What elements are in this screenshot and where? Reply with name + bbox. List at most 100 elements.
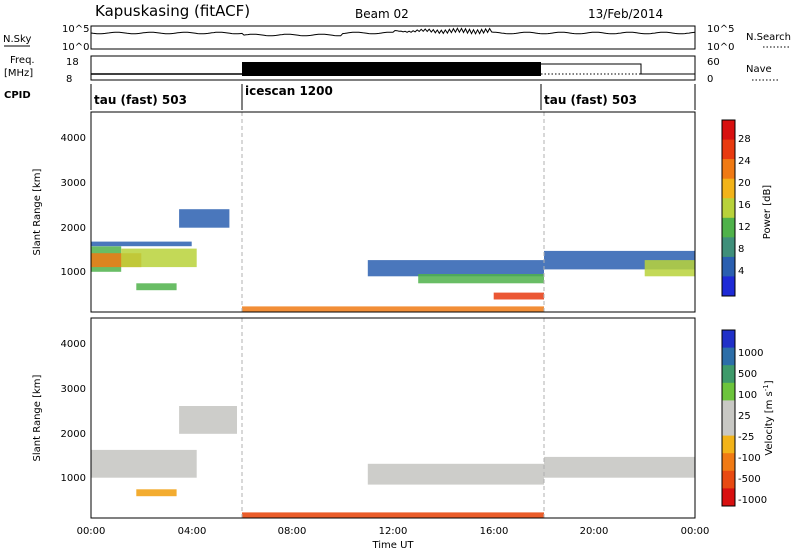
freq-panel: Freq. [MHz] 18 8 60 0 Nave xyxy=(4,55,780,85)
nsky-trace xyxy=(90,27,696,37)
vel-cbar-swatch-6 xyxy=(722,435,735,454)
vel-cbar-tick-m500: -500 xyxy=(738,474,761,485)
vel-cbar-swatch-4 xyxy=(722,400,735,419)
xtick-3: 12:00 xyxy=(379,526,408,537)
velocity-band-3 xyxy=(367,463,544,485)
vel-cbar-swatch-2 xyxy=(722,365,735,384)
power-cbar-frame xyxy=(721,119,736,297)
vel-cbar-tick-25: 25 xyxy=(738,411,751,422)
vel-cbar-tick-m25: -25 xyxy=(738,432,754,443)
cpid-label: CPID xyxy=(4,90,31,101)
velocity-ytick-2000: 2000 xyxy=(61,429,86,440)
power-frame xyxy=(90,111,696,313)
xtick-1: 04:00 xyxy=(178,526,207,537)
vel-cbar-swatch-1 xyxy=(722,347,735,366)
vel-cbar-swatch-5 xyxy=(722,418,735,437)
power-band-10 xyxy=(644,260,695,277)
vel-cbar-swatch-9 xyxy=(722,488,735,507)
velocity-cbar-label: Velocity [m s-1] xyxy=(762,380,775,455)
power-band-2 xyxy=(91,241,192,247)
power-ytick-2000: 2000 xyxy=(61,223,86,234)
xtick-4: 16:00 xyxy=(480,526,509,537)
nsearch-tick-top: 10^5 xyxy=(707,24,734,35)
power-cbar-swatch-3 xyxy=(722,178,735,199)
vel-cbar-tick-1000: 1000 xyxy=(738,348,763,359)
xtick-5: 20:00 xyxy=(580,526,609,537)
vel-cbar-swatch-0 xyxy=(722,330,735,349)
velocity-ytick-1000: 1000 xyxy=(61,473,86,484)
nave-tick-bottom: 0 xyxy=(707,74,713,85)
power-cbar-swatch-0 xyxy=(722,120,735,141)
cpid-segment-3: tau (fast) 503 xyxy=(544,93,637,107)
freq-trace-right xyxy=(541,63,695,75)
nsearch-tick-bottom: 10^0 xyxy=(707,42,734,53)
velocity-cbar-label-exp: -1 xyxy=(762,384,770,391)
velocity-cbar-label-close: ] xyxy=(764,380,775,384)
power-band-3 xyxy=(121,248,197,268)
cpid-segment-2: icescan 1200 xyxy=(245,84,333,98)
velocity-band-1 xyxy=(136,489,177,497)
xtick-6: 00:00 xyxy=(681,526,710,537)
power-cbar-swatch-4 xyxy=(722,198,735,219)
power-cbar-tick-8: 8 xyxy=(738,244,744,255)
vel-cbar-tick-m1000: -1000 xyxy=(738,495,767,506)
vel-cbar-swatch-7 xyxy=(722,453,735,472)
power-band-8 xyxy=(493,292,544,300)
nsearch-label: N.Search xyxy=(746,32,791,43)
power-cbar-swatch-7 xyxy=(722,256,735,277)
power-band-6 xyxy=(367,260,544,277)
power-cbar-tick-4: 4 xyxy=(738,266,744,277)
power-panel: Slant Range [km] 1000 2000 3000 4000 28 … xyxy=(32,111,773,313)
nsky-frame xyxy=(90,25,696,50)
velocity-band-4 xyxy=(544,456,695,478)
freq-block xyxy=(242,62,541,76)
power-cbar-swatch-5 xyxy=(722,217,735,238)
power-cbar-swatch-1 xyxy=(722,139,735,160)
xaxis-label: Time UT xyxy=(371,540,414,551)
vel-cbar-tick-100: 100 xyxy=(738,390,757,401)
nsky-tick-top: 10^5 xyxy=(62,24,89,35)
power-cbar-tick-20: 20 xyxy=(738,178,751,189)
power-band-7 xyxy=(418,274,544,284)
vel-cbar-frame xyxy=(721,329,736,507)
power-ytick-4000: 4000 xyxy=(61,133,86,144)
velocity-ytick-4000: 4000 xyxy=(61,339,86,350)
vel-cbar-tick-500: 500 xyxy=(738,369,757,380)
power-band-5 xyxy=(179,209,230,228)
power-cbar-tick-28: 28 xyxy=(738,134,751,145)
freq-tick-bottom: 8 xyxy=(66,74,72,85)
power-cbar-swatch-2 xyxy=(722,159,735,180)
velocity-heatmap xyxy=(91,318,695,518)
freq-frame xyxy=(90,55,696,81)
power-ytick-3000: 3000 xyxy=(61,178,86,189)
freq-label: Freq. xyxy=(10,55,35,66)
nsky-tick-bottom: 10^0 xyxy=(62,42,89,53)
power-cbar-swatch-8 xyxy=(722,276,735,297)
station-title: Kapuskasing (fitACF) xyxy=(95,2,250,20)
velocity-ytick-3000: 3000 xyxy=(61,384,86,395)
vel-cbar-swatch-8 xyxy=(722,470,735,489)
x-axis: 00:00 04:00 08:00 12:00 16:00 20:00 00:0… xyxy=(77,526,710,551)
velocity-band-0 xyxy=(91,449,197,478)
power-cbar-tick-12: 12 xyxy=(738,222,751,233)
velocity-panel: Slant Range [km] 1000 2000 3000 4000 100… xyxy=(32,317,775,519)
nave-label: Nave xyxy=(746,64,772,75)
xtick-0: 00:00 xyxy=(77,526,106,537)
vel-cbar-tick-m100: -100 xyxy=(738,453,761,464)
power-band-4 xyxy=(136,283,177,291)
power-heatmap xyxy=(91,112,695,312)
power-cbar-tick-24: 24 xyxy=(738,156,751,167)
power-cbar-tick-16: 16 xyxy=(738,200,751,211)
velocity-ylabel: Slant Range [km] xyxy=(32,374,43,461)
cpid-segment-1: tau (fast) 503 xyxy=(94,93,187,107)
nsky-panel: N.Sky 10^5 10^0 10^5 10^0 N.Search xyxy=(3,24,791,53)
velocity-band-5 xyxy=(242,512,544,518)
freq-unit: [MHz] xyxy=(4,68,33,79)
date-title: 13/Feb/2014 xyxy=(588,7,663,21)
freq-tick-top: 18 xyxy=(66,57,79,68)
power-ytick-1000: 1000 xyxy=(61,267,86,278)
velocity-frame xyxy=(90,317,696,519)
nsky-label: N.Sky xyxy=(3,34,31,45)
power-colorbar xyxy=(721,119,736,297)
